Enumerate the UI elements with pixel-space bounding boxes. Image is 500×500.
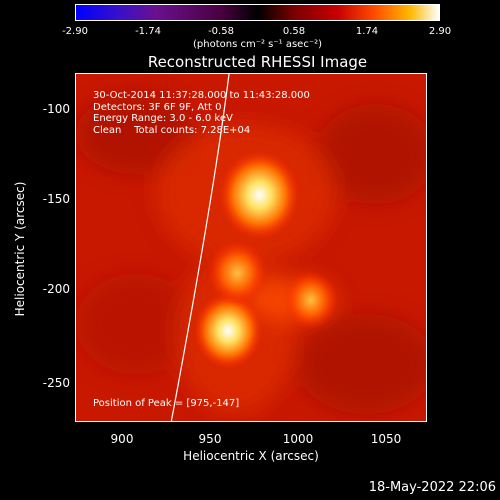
algorithm-counts-annotation: Clean Total counts: 7.28E+04 <box>93 124 251 136</box>
energy-range-annotation: Energy Range: 3.0 - 6.0 keV <box>93 113 233 124</box>
emission-source-4 <box>283 270 338 330</box>
x-tick-label: 900 <box>110 432 134 446</box>
y-tick-label: -150 <box>42 192 70 206</box>
time-range-annotation: 30-Oct-2014 11:37:28.000 to 11:43:28.000 <box>93 90 310 101</box>
x-tick-label: 1000 <box>282 432 314 446</box>
image-plot-area: 30-Oct-2014 11:37:28.000 to 11:43:28.000… <box>75 73 427 422</box>
colorbar-unit-label: (photons cm⁻² s⁻¹ asec⁻²) <box>192 39 323 50</box>
y-tick-label: -200 <box>42 282 70 296</box>
y-tick-label: -250 <box>42 376 70 390</box>
x-tick-label: 950 <box>198 432 222 446</box>
emission-sources <box>193 150 338 370</box>
solar-limb-line <box>170 74 230 421</box>
emission-source-3 <box>207 239 268 306</box>
y-tick-label: -100 <box>42 102 70 116</box>
colorbar-tick: -2.90 <box>62 26 88 37</box>
colorbar-tick: -1.74 <box>135 26 161 37</box>
plot-title: Reconstructed RHESSI Image <box>147 53 368 71</box>
heatmap-image <box>76 74 426 421</box>
emission-source-1 <box>218 150 301 241</box>
peak-position-annotation: Position of Peak = [975,-147] <box>93 398 240 409</box>
footer-timestamp: 18-May-2022 22:06 <box>368 480 496 495</box>
colorbar-tick: 0.58 <box>282 26 306 37</box>
y-axis-label: Heliocentric Y (arcsec) <box>13 181 27 317</box>
colorbar <box>75 4 440 21</box>
colorbar-tick: 2.90 <box>428 26 452 37</box>
colorbar-tick: 1.74 <box>355 26 379 37</box>
emission-source-2 <box>193 292 264 370</box>
x-axis-label: Heliocentric X (arcsec) <box>183 449 319 463</box>
x-tick-label: 1050 <box>370 432 402 446</box>
colorbar-tick: -0.58 <box>208 26 234 37</box>
detectors-annotation: Detectors: 3F 6F 9F, Att 0 <box>93 101 222 113</box>
